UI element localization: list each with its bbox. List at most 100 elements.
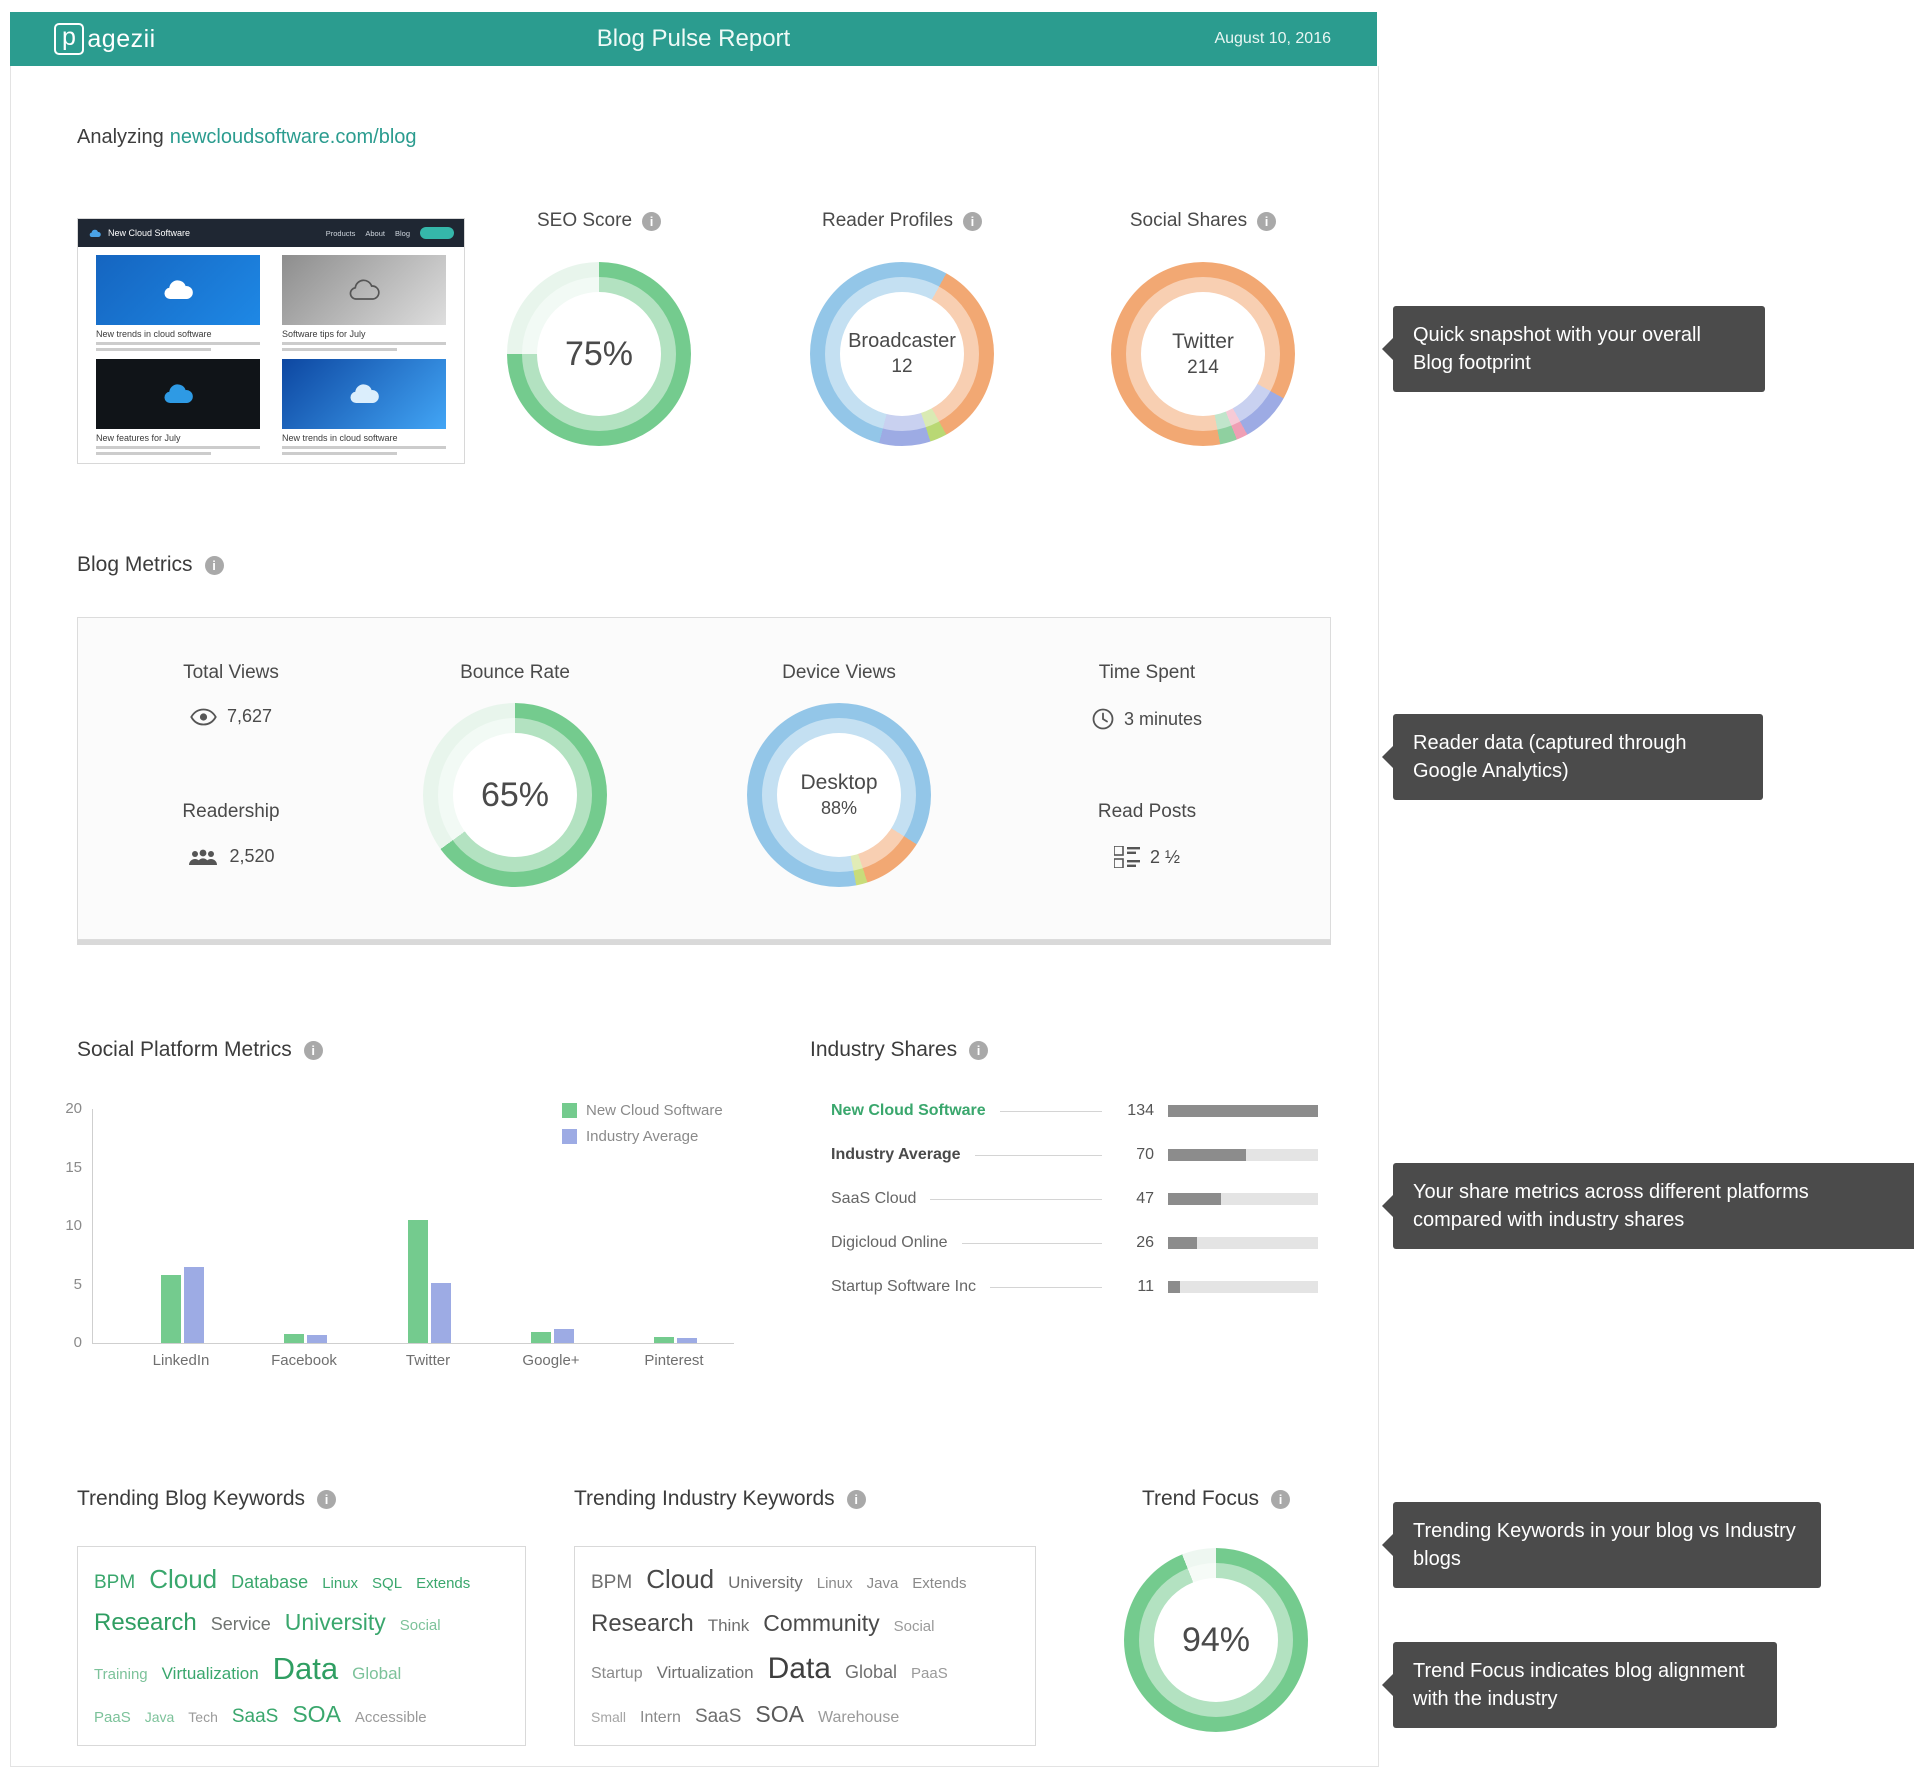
callout-text: Your share metrics across different plat…	[1413, 1181, 1809, 1231]
blog-metrics-panel: Total Views 7,627 Readership 2,520 Bounc…	[77, 617, 1331, 940]
keyword: Community	[763, 1609, 880, 1636]
y-axis-tick-label: 0	[73, 1334, 82, 1351]
share-bar-fill	[1168, 1237, 1197, 1249]
donut-center-label: Twitter 214	[1141, 292, 1265, 416]
analyzed-blog-link[interactable]: newcloudsoftware.com/blog	[169, 126, 417, 148]
x-axis-category-label: LinkedIn	[152, 1352, 210, 1369]
keyword: PaaS	[911, 1665, 948, 1683]
donut-hole	[1141, 292, 1265, 416]
thumbnail-cta-button	[420, 227, 454, 239]
keyword: Data	[272, 1651, 339, 1686]
info-icon[interactable]	[969, 1040, 989, 1060]
callout-text: Trend Focus indicates blog alignment wit…	[1413, 1660, 1745, 1710]
x-axis-category-label: Google+	[522, 1352, 580, 1369]
share-value: 47	[1136, 1190, 1154, 1207]
thumbnail-nav-item: Blog	[394, 228, 410, 238]
legend-item: New Cloud Software	[562, 1102, 723, 1119]
post-caption: Software tips for July	[282, 329, 366, 339]
read-posts-value: 2 ½	[1047, 846, 1247, 868]
social-shares-donut: Twitter 214	[1111, 262, 1295, 446]
info-icon[interactable]	[1257, 211, 1277, 231]
bar	[554, 1329, 574, 1343]
thumbnail-post: New trends in cloud software	[96, 255, 260, 351]
post-text-line	[96, 446, 260, 449]
share-value: 134	[1127, 1102, 1154, 1119]
share-name: New Cloud Software	[831, 1102, 986, 1119]
post-image-blue-gradient	[282, 359, 446, 429]
keyword: Accessible	[354, 1709, 427, 1726]
donut-hole	[777, 733, 901, 857]
time-spent-value: 3 minutes	[1047, 708, 1247, 730]
blog-metrics-heading: Blog Metrics	[77, 553, 224, 577]
trending-blog-keywords-heading: Trending Blog Keywords	[77, 1487, 337, 1511]
thumbnail-nav-bar: New Cloud Software Products About Blog	[78, 219, 464, 247]
post-text-line	[96, 342, 260, 345]
keyword-row: Research Service University Social	[94, 1609, 509, 1637]
callout-text: Reader data (captured through Google Ana…	[1413, 732, 1687, 782]
clock-icon	[1092, 708, 1114, 730]
chart-legend: New Cloud Software Industry Average	[562, 1102, 723, 1145]
report-date: August 10, 2016	[1214, 30, 1331, 47]
share-bar-track	[1168, 1105, 1318, 1117]
post-text-line	[282, 342, 446, 345]
bar	[677, 1338, 697, 1343]
donut-hole	[1154, 1578, 1278, 1702]
social-platform-bar-chart: 0 5 10 15 20 LinkedIn Facebook Twitter Google+ Pi…	[52, 1100, 752, 1390]
callout-arrow-left-icon	[1382, 1195, 1393, 1217]
leader-line	[974, 1154, 1102, 1156]
heading-text: Industry Shares	[810, 1038, 958, 1061]
keyword: SOA	[755, 1700, 804, 1727]
share-value: 11	[1137, 1278, 1154, 1295]
info-icon[interactable]	[962, 211, 982, 231]
keyword: Research	[94, 1609, 197, 1636]
thumbnail-post: New features for July	[96, 359, 260, 455]
industry-shares-heading: Industry Shares	[810, 1038, 989, 1062]
share-name: Digicloud Online	[831, 1234, 948, 1251]
post-text-line	[282, 348, 397, 351]
pagezii-logo: p agezii	[54, 12, 156, 66]
bar-group	[531, 1329, 574, 1343]
info-icon[interactable]	[642, 211, 662, 231]
heading-text: Trending Industry Keywords	[574, 1487, 835, 1510]
readership-value: 2,520	[131, 846, 331, 867]
total-views-label: Total Views	[183, 662, 279, 683]
share-value: 70	[1136, 1146, 1154, 1163]
share-bar-track	[1168, 1237, 1318, 1249]
info-icon[interactable]	[317, 1489, 337, 1509]
heading-text: Trending Blog Keywords	[77, 1487, 306, 1510]
heading-text: Social Platform Metrics	[77, 1038, 292, 1061]
keyword: Virtualization	[161, 1664, 259, 1683]
post-caption: New trends in cloud software	[96, 329, 212, 339]
keyword: Global	[845, 1662, 898, 1683]
legend-label: Industry Average	[586, 1128, 699, 1145]
thumbnail-post: New trends in cloud software	[282, 359, 446, 455]
donut-hole	[453, 733, 577, 857]
callout-text: Quick snapshot with your overall Blog fo…	[1413, 324, 1701, 374]
keyword: Startup	[591, 1665, 643, 1683]
post-image-blue	[96, 255, 260, 325]
keyword: Social	[399, 1617, 441, 1634]
keyword: Service	[210, 1614, 271, 1634]
keyword: Virtualization	[656, 1663, 754, 1683]
industry-share-row: Industry Average 70	[831, 1133, 1318, 1177]
keyword: PaaS	[94, 1709, 131, 1726]
info-icon[interactable]	[303, 1040, 323, 1060]
info-icon[interactable]	[846, 1489, 866, 1509]
time-spent-label: Time Spent	[1098, 662, 1196, 683]
annotation-callout-snapshot: Quick snapshot with your overall Blog fo…	[1382, 306, 1765, 392]
legend-label: New Cloud Software	[586, 1102, 723, 1119]
x-axis-category-label: Twitter	[405, 1352, 451, 1369]
thumbnail-nav-item: Products	[325, 228, 356, 238]
bounce-rate-label: Bounce Rate	[460, 662, 570, 683]
info-icon[interactable]	[1271, 1489, 1291, 1509]
legend-swatch-icon	[562, 1129, 577, 1144]
read-posts-number: 2 ½	[1149, 846, 1181, 867]
logo-p-mark: p	[54, 23, 85, 55]
keyword: Linux	[816, 1575, 853, 1593]
info-icon[interactable]	[204, 555, 224, 575]
thumbnail-post: Software tips for July	[282, 255, 446, 351]
donut-center-text: Twitter	[1172, 329, 1234, 353]
time-spent-number: 3 minutes	[1123, 708, 1203, 729]
y-axis-tick-label: 5	[73, 1275, 82, 1293]
keyword-row: PaaS Java Tech SaaS SOA Accessible	[94, 1701, 509, 1728]
